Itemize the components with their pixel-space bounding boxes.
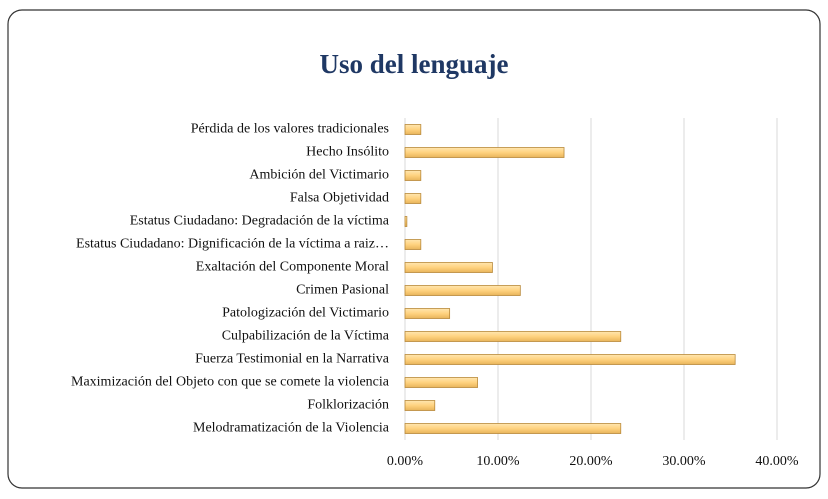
bar [404,400,436,411]
y-tick-label: Hecho Insólito [306,145,389,160]
y-tick-label: Crimen Pasional [296,283,389,298]
y-tick-label: Pérdida de los valores tradicionales [191,122,389,137]
y-tick-label: Melodramatización de la Violencia [193,421,390,436]
y-tick-label: Ambición del Victimario [249,168,389,183]
y-tick-label: Fuerza Testimonial en la Narrativa [195,352,390,367]
y-tick-label: Falsa Objetividad [290,191,389,206]
bar [404,377,478,388]
x-tick-label: 10.00% [476,454,520,469]
y-tick-label: Maximización del Objeto con que se comet… [71,375,390,390]
x-tick-label: 30.00% [662,454,706,469]
chart-title: Uso del lenguaje [320,49,509,79]
bar [404,285,521,296]
y-tick-label: Culpabilización de la Víctima [222,329,390,344]
bar [404,216,408,227]
y-tick-label: Estatus Ciudadano: Degradación de la víc… [130,214,390,229]
bar [404,170,422,181]
y-tick-label: Exaltación del Componente Moral [196,260,389,275]
bar [404,262,493,273]
bar [404,239,422,250]
bar [404,124,422,135]
x-tick-label: 20.00% [569,454,613,469]
x-tick-label: 40.00% [755,454,799,469]
y-tick-label: Estatus Ciudadano: Dignificación de la v… [76,237,389,252]
bar [404,354,736,365]
bar [404,423,622,434]
bar [404,308,451,319]
y-tick-label: Patologización del Victimario [222,306,389,321]
bar [404,193,422,204]
bar [404,147,565,158]
y-tick-label: Folklorización [307,398,389,413]
bar [404,331,622,342]
x-tick-label: 0.00% [387,454,424,469]
